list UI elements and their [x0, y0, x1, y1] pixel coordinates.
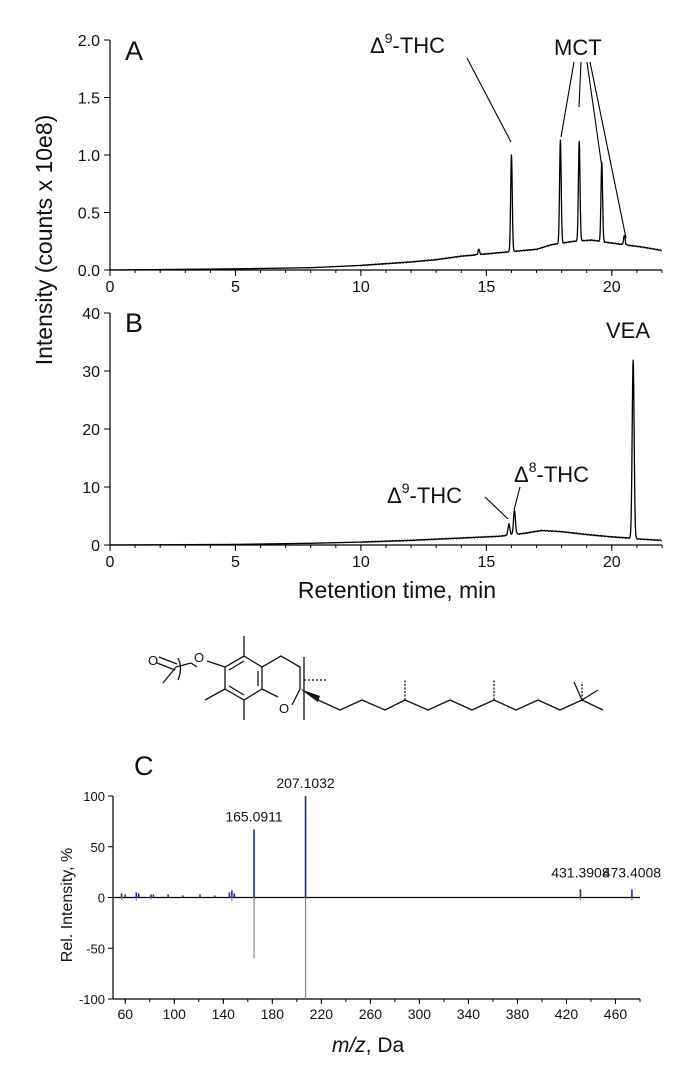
acetate-group-bonds — [156, 656, 198, 684]
x-tick-label-b: 5 — [231, 554, 240, 571]
ms-peak-label: 431.3908 — [551, 865, 610, 881]
ms-y-tick-label: -100 — [79, 992, 105, 1007]
x-tick-label-b: 10 — [352, 554, 370, 571]
y-tick-label-a: 2.0 — [78, 33, 100, 50]
ms-x-tick-label: 100 — [163, 1006, 187, 1022]
panel-c-axes: 60 100 140 180 220 260 300 340 380 420 460 100 50 0 -5… — [79, 789, 641, 1022]
panel-a: A 0 5 10 15 20 0.0 0.5 1.0 1.5 2.0 Δ9-THC MCT — [78, 30, 663, 296]
ms-x-tick-label: 180 — [261, 1006, 285, 1022]
ms-x-tick-label: 300 — [408, 1006, 432, 1022]
ms-x-tick-label: 380 — [506, 1006, 530, 1022]
leader-mct-2 — [578, 61, 582, 108]
annotation-vea: VEA — [606, 318, 650, 343]
y-tick-label-b: 20 — [82, 422, 100, 439]
panel-a-axes: 0 5 10 15 20 0.0 0.5 1.0 1.5 2.0 — [78, 33, 663, 296]
x-tick-label-a: 0 — [106, 279, 115, 296]
panel-c: C Rel. Intensity, % 60 100 140 180 220 260 300… — [59, 751, 661, 1057]
leader-mct-4 — [589, 61, 627, 239]
delta-symbol: Δ — [370, 33, 385, 58]
thc-label: -THC — [537, 462, 590, 487]
y-tick-label-a: 1.5 — [78, 91, 100, 108]
x-tick-label-b: 20 — [603, 554, 621, 571]
ms-x-tick-label: 260 — [359, 1006, 383, 1022]
delta-symbol: Δ — [387, 483, 402, 508]
x-tick-label-a: 10 — [352, 279, 370, 296]
y-tick-label-b: 40 — [82, 306, 100, 323]
atom-o-ester: O — [148, 653, 158, 668]
ms-x-tick-label: 420 — [555, 1006, 579, 1022]
ms-y-tick-label: 50 — [91, 840, 105, 855]
ms-x-tick-label: 220 — [310, 1006, 334, 1022]
ms-y-axis-label: Rel. Intensity, % — [59, 848, 76, 962]
x-tick-label-b: 15 — [477, 554, 495, 571]
ms-y-tick-label: -50 — [86, 941, 105, 956]
y-tick-label-b: 10 — [82, 480, 100, 497]
atom-o-carbonyl: O — [194, 650, 204, 665]
stereo-wedge-1 — [300, 689, 320, 702]
ms-x-tick-label: 140 — [212, 1006, 236, 1022]
superscript-9: 9 — [402, 480, 410, 496]
chroman-ring-bonds — [261, 655, 301, 698]
y-tick-label-a: 0.5 — [78, 206, 100, 223]
ms-peak-label: 473.4008 — [603, 865, 662, 881]
atom-o-ring: O — [279, 701, 289, 716]
panel-a-letter: A — [125, 36, 143, 66]
terminal-branch — [573, 681, 599, 701]
chromatogram-x-axis-label: Retention time, min — [298, 577, 496, 603]
ms-x-axis-label: m/z, Da — [332, 1034, 405, 1057]
annotation-mct: MCT — [554, 35, 602, 60]
annotation-d9-thc-a: Δ9-THC — [370, 30, 445, 58]
delta-symbol: Δ — [514, 462, 529, 487]
panel-a-trace — [109, 139, 663, 271]
superscript-8: 8 — [529, 459, 537, 475]
thc-label: -THC — [393, 33, 446, 58]
mz-italic: m/z — [332, 1034, 366, 1057]
annotation-d8-thc: Δ8-THC — [514, 459, 589, 487]
panel-b-letter: B — [125, 308, 143, 338]
mz-unit: , Da — [366, 1034, 405, 1057]
ms-y-tick-label: 0 — [98, 891, 105, 906]
ms-x-tick-label: 460 — [604, 1006, 628, 1022]
panel-b-annotations: VEA Δ9-THC Δ8-THC — [387, 318, 650, 520]
phytyl-chain-bonds — [317, 699, 604, 711]
x-tick-label-b: 0 — [106, 554, 115, 571]
y-tick-label-a: 1.0 — [78, 148, 100, 165]
leader-mct-3 — [586, 61, 603, 169]
panel-c-letter: C — [134, 751, 154, 781]
leader-d9-thc-a — [466, 57, 512, 143]
panel-b-axes: 0 5 10 15 20 0 10 20 30 40 — [82, 306, 663, 571]
thc-label: -THC — [410, 483, 463, 508]
superscript-9: 9 — [385, 30, 393, 46]
x-tick-label-a: 5 — [231, 279, 240, 296]
ms-y-tick-label: 100 — [83, 789, 105, 804]
chain-methyl-branches — [404, 680, 583, 700]
x-tick-label-a: 15 — [477, 279, 495, 296]
panel-a-annotations: Δ9-THC MCT — [370, 30, 627, 239]
ms-x-tick-label: 340 — [457, 1006, 481, 1022]
x-tick-label-a: 20 — [603, 279, 621, 296]
vitamin-e-acetate-structure: O O O — [148, 636, 604, 720]
ms-peak-label: 207.1032 — [276, 775, 335, 791]
aromatic-ring-bonds — [204, 636, 263, 720]
annotation-d9-thc-b: Δ9-THC — [387, 480, 462, 508]
y-tick-label-b: 0 — [91, 538, 100, 555]
y-tick-label-b: 30 — [82, 364, 100, 381]
acetate-cleavage-bracket — [177, 657, 182, 681]
chromatogram-y-axis-label: Intensity (counts x 10e8) — [31, 115, 57, 366]
y-tick-label-a: 0.0 — [78, 263, 100, 280]
ms-peak-label: 165.0911 — [225, 808, 283, 824]
ms-x-tick-label: 60 — [117, 1006, 133, 1022]
leader-d8-thc — [513, 486, 521, 511]
leader-mct-1 — [560, 61, 575, 138]
ring-to-chain-bonds — [291, 688, 301, 706]
panel-b-trace — [109, 359, 663, 546]
leader-d9-thc-b — [484, 496, 509, 520]
